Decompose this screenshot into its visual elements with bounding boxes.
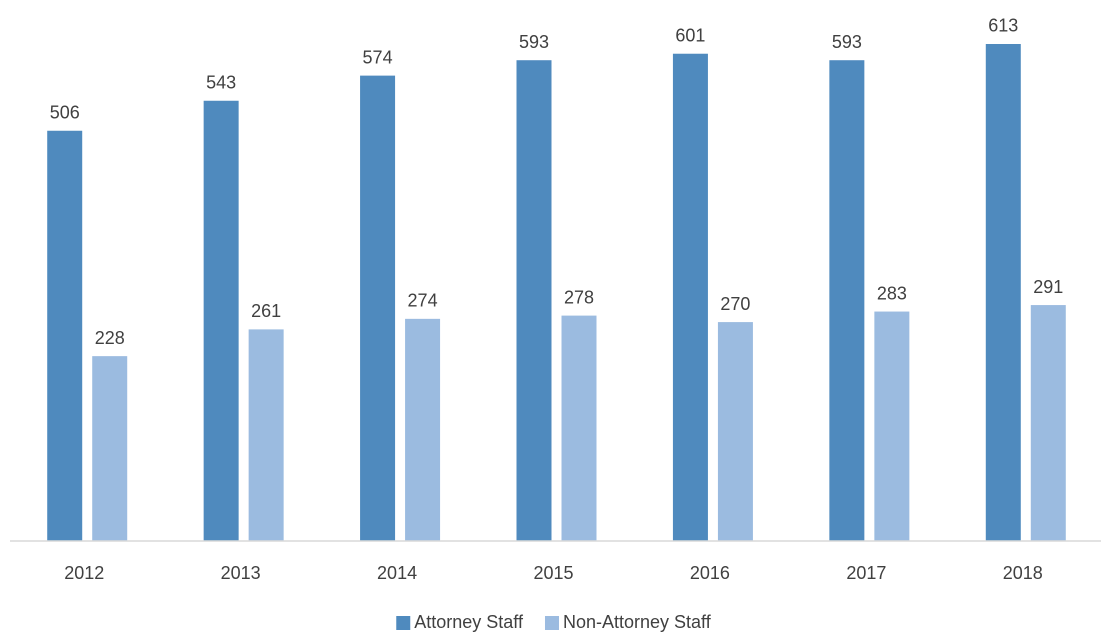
value-label: 228 — [95, 328, 125, 348]
value-label: 506 — [50, 103, 80, 123]
bar — [405, 318, 441, 541]
bar — [717, 322, 753, 541]
bar — [561, 315, 597, 541]
bar — [47, 130, 83, 541]
bar — [985, 43, 1021, 541]
value-label: 593 — [832, 32, 862, 52]
x-tick-label: 2015 — [533, 563, 573, 583]
x-tick-label: 2013 — [221, 563, 261, 583]
value-label: 574 — [363, 47, 393, 67]
legend-label: Attorney Staff — [414, 612, 524, 632]
bar — [874, 311, 910, 541]
value-label: 283 — [877, 283, 907, 303]
value-label: 593 — [519, 32, 549, 52]
x-tick-label: 2016 — [690, 563, 730, 583]
legend-swatch — [544, 616, 559, 630]
value-label: 291 — [1033, 277, 1063, 297]
value-label: 261 — [251, 301, 281, 321]
bar — [829, 60, 865, 542]
value-label: 274 — [408, 291, 438, 311]
legend-label: Non-Attorney Staff — [563, 612, 712, 632]
x-tick-label: 2018 — [1003, 563, 1043, 583]
legend-swatch — [396, 616, 411, 630]
bar — [92, 356, 128, 541]
value-label: 613 — [988, 16, 1018, 36]
x-tick-label: 2012 — [64, 563, 104, 583]
bar — [203, 100, 239, 541]
bar — [360, 75, 396, 541]
x-tick-label: 2017 — [846, 563, 886, 583]
value-label: 278 — [564, 287, 594, 307]
value-label: 270 — [720, 294, 750, 314]
bar — [672, 53, 708, 541]
value-label: 601 — [675, 25, 705, 45]
bar — [1030, 305, 1066, 541]
bar — [248, 329, 284, 541]
bar — [516, 60, 552, 542]
x-tick-label: 2014 — [377, 563, 417, 583]
value-label: 543 — [206, 73, 236, 93]
